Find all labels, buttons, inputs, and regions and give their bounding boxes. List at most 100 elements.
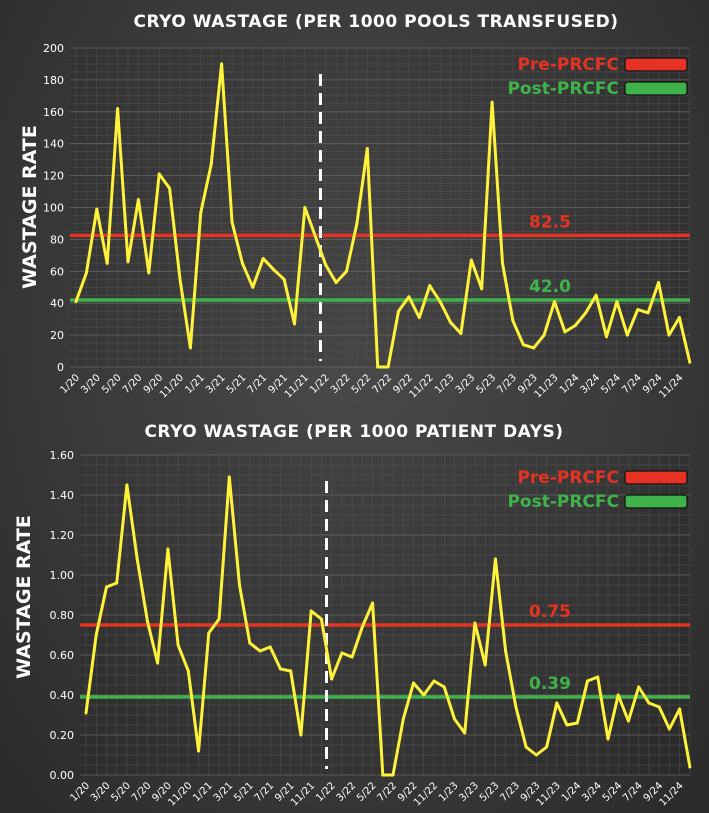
legend-label-post: Post-PRCFC <box>507 79 619 99</box>
data-point <box>432 679 436 683</box>
data-point <box>646 311 650 315</box>
legend: Pre-PRCFC Post-PRCFC <box>507 468 688 512</box>
data-point <box>480 287 484 291</box>
data-point <box>230 220 234 224</box>
data-point <box>344 269 348 273</box>
data-point <box>504 649 508 653</box>
data-point <box>565 723 569 727</box>
data-point <box>365 146 369 150</box>
data-point <box>145 619 149 623</box>
data-point <box>553 300 557 304</box>
x-tick-label: 7/22 <box>371 372 395 396</box>
data-point <box>74 300 78 304</box>
data-point <box>657 280 661 284</box>
x-tick-label: 7/21 <box>246 372 270 396</box>
y-tick-label: 1.20 <box>50 529 75 542</box>
legend-label-post: Post-PRCFC <box>507 492 619 512</box>
x-tick-label: 7/24 <box>621 780 645 804</box>
x-tick-label: 3/21 <box>204 372 228 396</box>
x-tick-label: 1/23 <box>437 780 461 804</box>
data-point <box>240 261 244 265</box>
data-point <box>360 625 364 629</box>
data-point <box>396 309 400 313</box>
series-points <box>74 62 692 369</box>
x-tick-label: 3/21 <box>212 780 236 804</box>
x-tick-label: 1/22 <box>314 780 338 804</box>
data-point <box>84 271 88 275</box>
data-point <box>199 210 203 214</box>
x-tick-label: 1/24 <box>558 372 582 396</box>
data-point <box>227 475 231 479</box>
x-tick-label: 5/22 <box>355 780 379 804</box>
data-point <box>156 661 160 665</box>
data-point <box>371 601 375 605</box>
data-point <box>473 621 477 625</box>
x-tick-label: 7/20 <box>121 372 145 396</box>
data-point <box>168 186 172 190</box>
data-point <box>186 669 190 673</box>
data-point <box>532 346 536 350</box>
reference-value-label: 0.39 <box>529 674 571 694</box>
x-tick-label: 11/20 <box>158 372 186 400</box>
data-point <box>615 300 619 304</box>
data-point <box>350 655 354 659</box>
x-tick-label: 1/20 <box>68 780 92 804</box>
x-tick-label: 7/20 <box>130 780 154 804</box>
data-point <box>616 693 620 697</box>
data-point <box>407 295 411 299</box>
x-tick-label: 3/22 <box>329 372 353 396</box>
data-point <box>94 633 98 637</box>
data-point <box>268 645 272 649</box>
x-tick-label: 7/22 <box>376 780 400 804</box>
data-point <box>309 609 313 613</box>
y-tick-label: 0.40 <box>50 689 75 702</box>
x-tick-label: 1/22 <box>308 372 332 396</box>
y-tick-label: 140 <box>43 138 64 151</box>
data-point <box>501 261 505 265</box>
data-point <box>292 322 296 326</box>
data-point <box>105 261 109 265</box>
data-point <box>126 260 130 264</box>
data-point <box>330 677 334 681</box>
data-point <box>417 316 421 320</box>
data-point <box>605 335 609 339</box>
data-point <box>115 581 119 585</box>
data-point <box>95 207 99 211</box>
x-tick-label: 3/23 <box>454 372 478 396</box>
data-point <box>463 731 467 735</box>
y-tick-label: 160 <box>43 106 64 119</box>
data-point <box>176 643 180 647</box>
data-point <box>272 268 276 272</box>
data-point <box>261 257 265 261</box>
data-point <box>197 749 201 753</box>
series-line <box>84 475 692 777</box>
data-point <box>545 745 549 749</box>
y-tick-label: 100 <box>43 202 64 215</box>
y-tick-label: 0.00 <box>50 769 75 782</box>
series-points <box>84 475 692 777</box>
data-point <box>147 271 151 275</box>
data-point <box>511 319 515 323</box>
x-tick-label: 5/21 <box>232 780 256 804</box>
y-axis-label: WASTAGE RATE <box>13 515 35 679</box>
data-point <box>258 649 262 653</box>
data-point <box>313 234 317 238</box>
x-tick-label: 5/23 <box>475 372 499 396</box>
x-tick-label: 11/24 <box>658 780 686 808</box>
legend-swatch-pre <box>624 470 688 485</box>
legend: Pre-PRCFC Post-PRCFC <box>507 55 688 99</box>
x-tick-label: 1/20 <box>58 372 82 396</box>
x-tick-label: 5/24 <box>601 780 625 804</box>
data-point <box>667 727 671 731</box>
data-point <box>657 705 661 709</box>
y-tick-label: 0.20 <box>50 729 75 742</box>
data-point <box>490 100 494 104</box>
data-point <box>524 745 528 749</box>
data-point <box>116 107 120 111</box>
x-tick-label: 11/22 <box>408 372 436 400</box>
data-point <box>340 651 344 655</box>
data-point <box>391 773 395 777</box>
x-tick-label: 3/20 <box>89 780 113 804</box>
x-tick-label: 5/22 <box>350 372 374 396</box>
data-point <box>207 631 211 635</box>
